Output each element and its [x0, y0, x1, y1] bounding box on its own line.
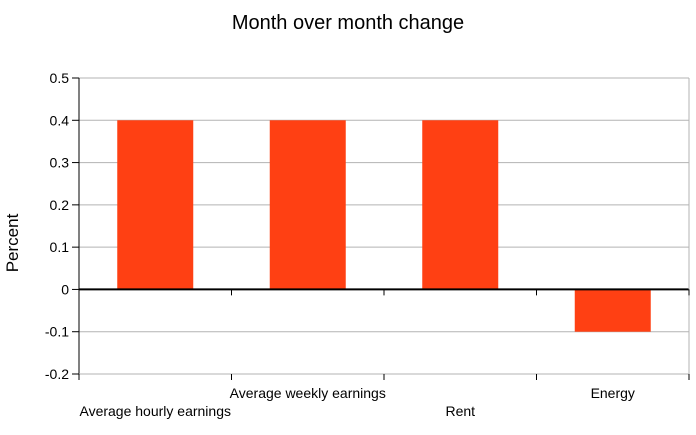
- y-tick-label: 0.4: [50, 112, 70, 128]
- y-tick-label: -0.1: [45, 324, 69, 340]
- bar: [117, 120, 194, 290]
- x-tick-label: Average weekly earnings: [230, 385, 386, 401]
- bar: [269, 120, 346, 290]
- x-tick-label: Rent: [445, 403, 475, 419]
- y-tick-label: 0.5: [50, 70, 70, 86]
- y-axis-label: Percent: [3, 213, 22, 272]
- y-tick-label: 0.2: [50, 197, 70, 213]
- axes: [72, 77, 690, 380]
- bars: [117, 120, 651, 332]
- x-tick-label: Average hourly earnings: [79, 403, 231, 419]
- bar: [422, 120, 499, 290]
- y-tick-label: 0.1: [50, 239, 70, 255]
- chart-title: Month over month change: [232, 12, 464, 34]
- bar: [574, 289, 651, 332]
- y-tick-label: -0.2: [45, 366, 69, 382]
- y-tick-label: 0.3: [50, 155, 70, 171]
- y-tick-label: 0: [61, 281, 69, 297]
- x-tick-label: Energy: [591, 385, 635, 401]
- y-tick-labels: 0.5 0.4 0.3 0.2 0.1 0 -0.1 -0.2: [45, 70, 69, 382]
- x-tick-labels: Average hourly earnings Average weekly ea…: [79, 385, 634, 419]
